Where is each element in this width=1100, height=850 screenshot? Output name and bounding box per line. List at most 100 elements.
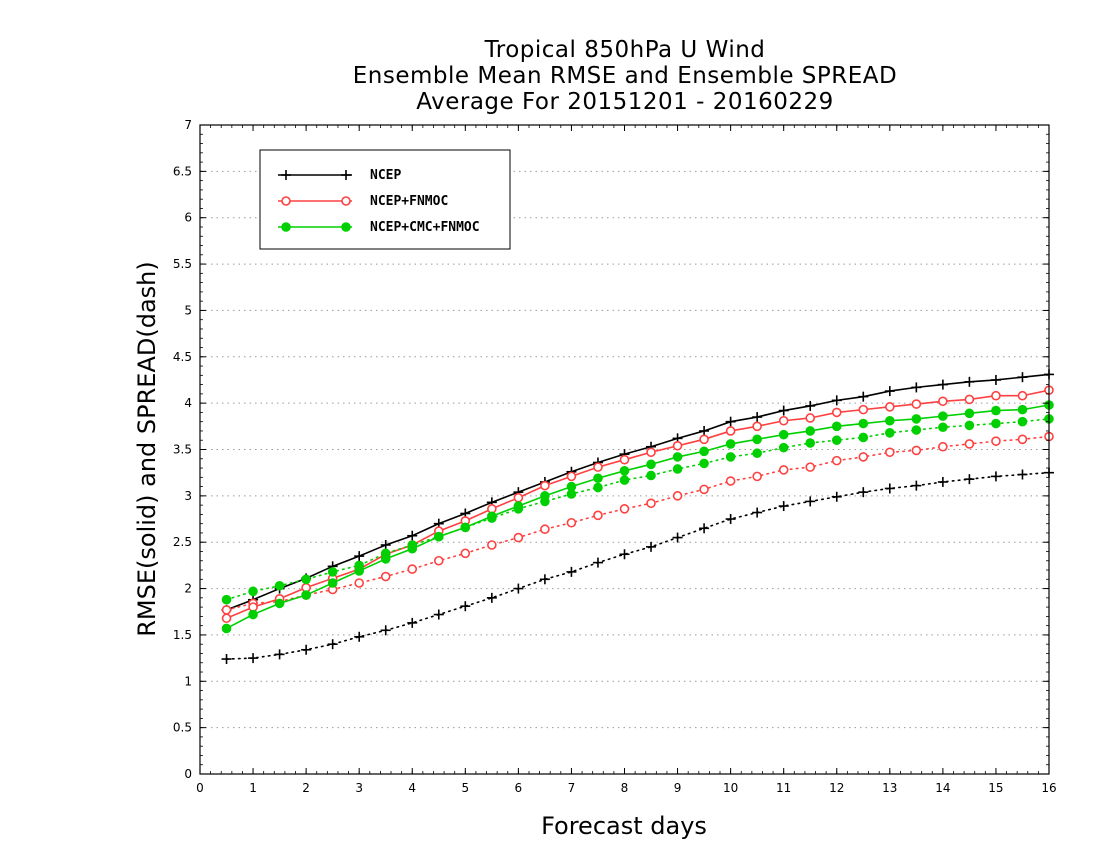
point-rmse-ncep-cmc-fnmoc (327, 578, 338, 588)
point-rmse-ncep-fnmoc (752, 421, 762, 432)
point-rmse-ncep-cmc-fnmoc (805, 426, 816, 436)
point-rmse-ncep-fnmoc (964, 394, 975, 405)
point-rmse-ncep-cmc-fnmoc (885, 415, 895, 426)
x-tick-label: 16 (1041, 781, 1056, 795)
point-spread-ncep-cmc-fnmoc (725, 452, 736, 462)
point-spread-ncep-fnmoc (513, 532, 524, 543)
point-spread-ncep (858, 487, 869, 498)
point-rmse-ncep (725, 416, 736, 427)
point-rmse-ncep-fnmoc (778, 415, 789, 426)
point-spread-ncep-cmc-fnmoc (221, 594, 232, 605)
point-rmse-ncep-fnmoc (725, 426, 736, 436)
point-spread-ncep-fnmoc (858, 452, 869, 462)
point-spread-ncep-fnmoc (221, 605, 232, 615)
point-spread-ncep (539, 574, 550, 585)
point-spread-ncep-fnmoc (885, 447, 895, 458)
x-tick-label: 15 (988, 781, 1003, 795)
point-rmse-ncep-cmc-fnmoc (407, 543, 418, 554)
point-spread-ncep-cmc-fnmoc (327, 567, 338, 577)
y-tick-label: 5 (184, 303, 192, 317)
point-rmse-ncep-fnmoc (858, 404, 869, 415)
point-spread-ncep (1017, 469, 1028, 480)
point-spread-ncep-fnmoc (646, 498, 656, 509)
legend-label-ncep-cmc-fnmoc: NCEP+CMC+FNMOC (370, 220, 480, 235)
x-tick-label: 10 (723, 781, 738, 795)
point-spread-ncep-cmc-fnmoc (991, 418, 1001, 429)
point-rmse-ncep-fnmoc (540, 480, 550, 491)
legend-marker-ncep-cmc-fnmoc (341, 222, 351, 232)
point-rmse-ncep-cmc-fnmoc (858, 418, 869, 429)
y-tick-label: 6.5 (173, 164, 192, 178)
chart-title-line-2: Ensemble Mean RMSE and Ensemble SPREAD (352, 63, 898, 89)
point-rmse-ncep-cmc-fnmoc (593, 473, 603, 484)
point-spread-ncep (672, 532, 683, 543)
point-spread-ncep-fnmoc (752, 471, 762, 482)
point-spread-ncep (327, 639, 338, 650)
point-rmse-ncep-cmc-fnmoc (301, 590, 311, 600)
point-rmse-ncep-fnmoc (513, 492, 524, 503)
point-rmse-ncep (911, 382, 922, 393)
point-spread-ncep-cmc-fnmoc (911, 425, 922, 435)
y-tick-label: 7 (184, 118, 192, 132)
point-spread-ncep (513, 583, 524, 594)
point-rmse-ncep-cmc-fnmoc (487, 511, 497, 522)
point-rmse-ncep-cmc-fnmoc (354, 566, 364, 576)
point-spread-ncep-fnmoc (938, 441, 948, 452)
point-rmse-ncep (752, 412, 763, 423)
point-spread-ncep (937, 476, 948, 487)
point-rmse-ncep-fnmoc (646, 447, 656, 458)
point-rmse-ncep-fnmoc (885, 402, 895, 412)
legend-marker-ncep (281, 170, 291, 180)
point-spread-ncep (831, 491, 842, 502)
point-spread-ncep-cmc-fnmoc (593, 482, 603, 493)
y-tick-label: 6 (184, 211, 192, 225)
point-spread-ncep (486, 592, 497, 603)
point-spread-ncep-cmc-fnmoc (778, 442, 789, 453)
point-spread-ncep (805, 496, 816, 507)
point-rmse-ncep-cmc-fnmoc (540, 491, 550, 501)
y-tick-label: 2.5 (173, 535, 192, 549)
point-rmse-ncep-cmc-fnmoc (221, 623, 232, 634)
point-spread-ncep (911, 480, 922, 491)
point-spread-ncep (301, 644, 312, 655)
point-spread-ncep-cmc-fnmoc (858, 432, 869, 443)
legend-marker-ncep-fnmoc (281, 196, 291, 206)
point-spread-ncep-cmc-fnmoc (752, 448, 762, 459)
x-tick-label: 2 (302, 781, 310, 795)
point-rmse-ncep (778, 405, 789, 416)
point-rmse-ncep-cmc-fnmoc (938, 411, 948, 421)
point-rmse-ncep-fnmoc (672, 440, 683, 451)
point-rmse-ncep (858, 391, 869, 402)
point-spread-ncep (380, 625, 391, 636)
series-line-rmse-ncep-cmc-fnmoc (226, 404, 1050, 630)
point-rmse-ncep-fnmoc (831, 407, 842, 418)
point-spread-ncep-cmc-fnmoc (964, 420, 975, 431)
x-tick-label: 3 (355, 781, 363, 795)
point-rmse-ncep-cmc-fnmoc (778, 429, 789, 440)
series-layer (221, 369, 1054, 665)
point-rmse-ncep-cmc-fnmoc (991, 405, 1001, 416)
point-spread-ncep (460, 601, 471, 612)
point-rmse-ncep-cmc-fnmoc (911, 414, 922, 424)
point-rmse-ncep-fnmoc (566, 471, 577, 482)
y-axis-label: RMSE(solid) and SPREAD(dash) (133, 261, 161, 637)
point-rmse-ncep (407, 530, 418, 541)
point-spread-ncep-fnmoc (433, 555, 444, 566)
point-rmse-ncep (937, 379, 948, 390)
y-tick-label: 3.5 (173, 443, 192, 457)
point-spread-ncep (274, 649, 285, 660)
point-spread-ncep-fnmoc (593, 510, 603, 521)
point-rmse-ncep-cmc-fnmoc (672, 452, 683, 462)
point-rmse-ncep (1017, 372, 1028, 383)
x-tick-label: 9 (674, 781, 682, 795)
x-tick-label: 12 (829, 781, 844, 795)
point-spread-ncep (354, 631, 365, 642)
point-spread-ncep (221, 654, 232, 665)
point-rmse-ncep-cmc-fnmoc (380, 554, 391, 564)
point-spread-ncep-fnmoc (1017, 434, 1028, 445)
legend-marker-ncep-cmc-fnmoc (281, 222, 291, 232)
point-rmse-ncep (990, 374, 1001, 385)
y-tick-label: 2 (184, 582, 192, 596)
point-rmse-ncep-fnmoc (221, 613, 232, 624)
point-spread-ncep (990, 471, 1001, 482)
